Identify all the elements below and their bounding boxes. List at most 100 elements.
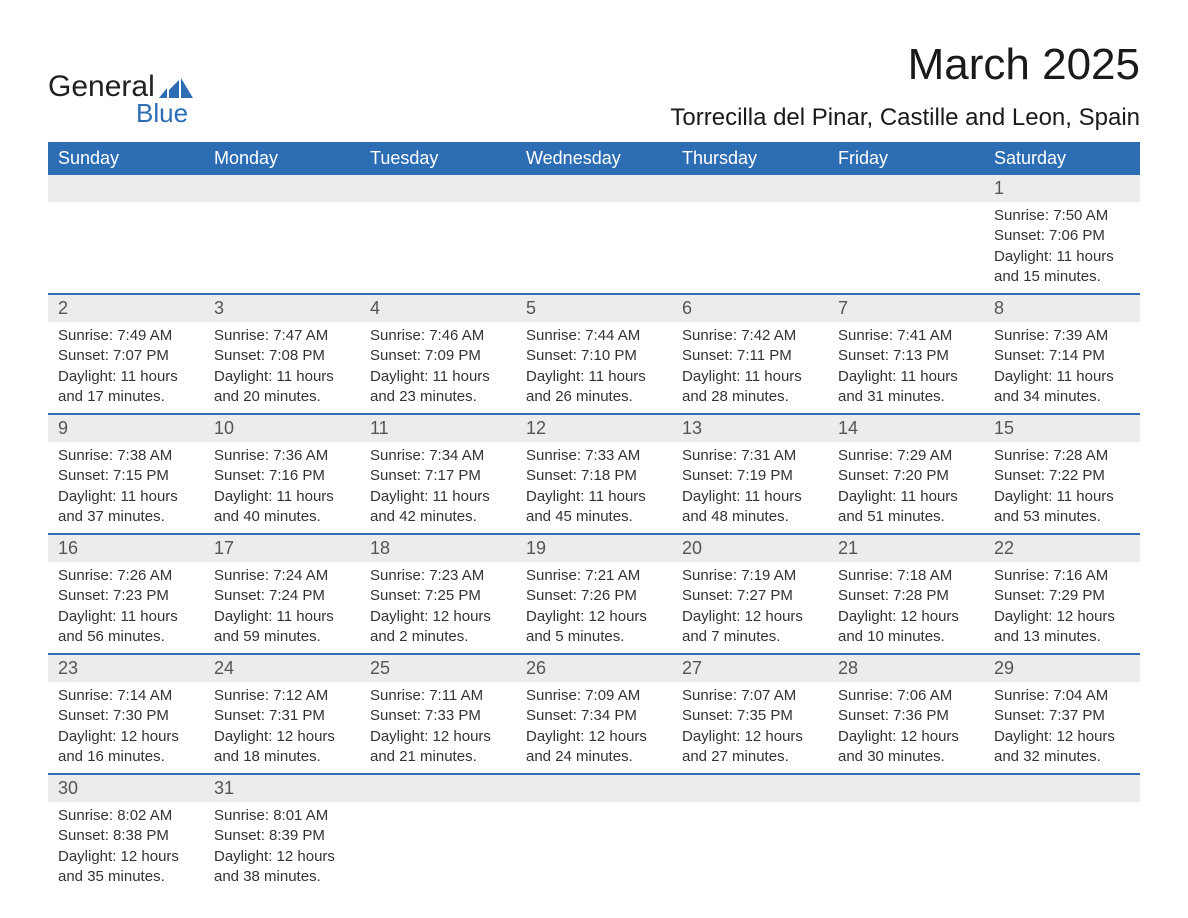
- logo: General Blue: [48, 40, 193, 129]
- sunset-line: Sunset: 7:23 PM: [58, 586, 194, 606]
- day-detail-cell: Sunrise: 7:41 AMSunset: 7:13 PMDaylight:…: [828, 322, 984, 414]
- daylight-line: Daylight: 11 hours and 51 minutes.: [838, 487, 974, 528]
- day-detail-cell: [828, 802, 984, 893]
- sunset-line: Sunset: 7:11 PM: [682, 346, 818, 366]
- daylight-line: Daylight: 12 hours and 30 minutes.: [838, 727, 974, 768]
- day-detail-row: Sunrise: 8:02 AMSunset: 8:38 PMDaylight:…: [48, 802, 1140, 893]
- day-number-row: 2345678: [48, 294, 1140, 322]
- day-number-cell: [672, 774, 828, 802]
- day-detail-cell: Sunrise: 7:04 AMSunset: 7:37 PMDaylight:…: [984, 682, 1140, 774]
- day-number-cell: [204, 175, 360, 202]
- sunrise-line: Sunrise: 7:33 AM: [526, 446, 662, 466]
- day-detail-cell: Sunrise: 7:06 AMSunset: 7:36 PMDaylight:…: [828, 682, 984, 774]
- day-number-cell: [516, 774, 672, 802]
- day-number-cell: [672, 175, 828, 202]
- sunrise-line: Sunrise: 7:09 AM: [526, 686, 662, 706]
- sunrise-line: Sunrise: 7:14 AM: [58, 686, 194, 706]
- sunset-line: Sunset: 7:06 PM: [994, 226, 1130, 246]
- sunrise-line: Sunrise: 7:31 AM: [682, 446, 818, 466]
- weekday-header: Sunday: [48, 142, 204, 175]
- sunset-line: Sunset: 7:22 PM: [994, 466, 1130, 486]
- day-number-cell: 21: [828, 534, 984, 562]
- daylight-line: Daylight: 11 hours and 15 minutes.: [994, 247, 1130, 288]
- daylight-line: Daylight: 11 hours and 17 minutes.: [58, 367, 194, 408]
- header: General Blue March 2025 Torrecilla del P…: [48, 40, 1140, 132]
- day-number-cell: 31: [204, 774, 360, 802]
- day-number-cell: 27: [672, 654, 828, 682]
- day-detail-cell: [672, 202, 828, 294]
- day-number-row: 16171819202122: [48, 534, 1140, 562]
- weekday-header-row: Sunday Monday Tuesday Wednesday Thursday…: [48, 142, 1140, 175]
- day-number-cell: 14: [828, 414, 984, 442]
- day-number-cell: 3: [204, 294, 360, 322]
- sunset-line: Sunset: 7:27 PM: [682, 586, 818, 606]
- day-number-cell: 9: [48, 414, 204, 442]
- day-detail-cell: Sunrise: 7:11 AMSunset: 7:33 PMDaylight:…: [360, 682, 516, 774]
- daylight-line: Daylight: 12 hours and 32 minutes.: [994, 727, 1130, 768]
- day-detail-cell: Sunrise: 7:09 AMSunset: 7:34 PMDaylight:…: [516, 682, 672, 774]
- page-title: March 2025: [670, 40, 1140, 90]
- day-number-cell: 18: [360, 534, 516, 562]
- sunset-line: Sunset: 7:13 PM: [838, 346, 974, 366]
- day-detail-cell: Sunrise: 7:44 AMSunset: 7:10 PMDaylight:…: [516, 322, 672, 414]
- day-detail-cell: Sunrise: 7:07 AMSunset: 7:35 PMDaylight:…: [672, 682, 828, 774]
- day-detail-cell: Sunrise: 7:47 AMSunset: 7:08 PMDaylight:…: [204, 322, 360, 414]
- day-number-row: 1: [48, 175, 1140, 202]
- day-number-cell: 20: [672, 534, 828, 562]
- day-detail-cell: [48, 202, 204, 294]
- day-detail-cell: Sunrise: 7:12 AMSunset: 7:31 PMDaylight:…: [204, 682, 360, 774]
- daylight-line: Daylight: 12 hours and 24 minutes.: [526, 727, 662, 768]
- logo-text-blue: Blue: [136, 98, 188, 129]
- sunset-line: Sunset: 7:09 PM: [370, 346, 506, 366]
- daylight-line: Daylight: 12 hours and 5 minutes.: [526, 607, 662, 648]
- day-number-cell: [828, 774, 984, 802]
- daylight-line: Daylight: 11 hours and 56 minutes.: [58, 607, 194, 648]
- day-number-cell: [984, 774, 1140, 802]
- daylight-line: Daylight: 12 hours and 27 minutes.: [682, 727, 818, 768]
- daylight-line: Daylight: 11 hours and 23 minutes.: [370, 367, 506, 408]
- sunset-line: Sunset: 7:37 PM: [994, 706, 1130, 726]
- day-detail-cell: [516, 202, 672, 294]
- sunrise-line: Sunrise: 7:19 AM: [682, 566, 818, 586]
- daylight-line: Daylight: 11 hours and 26 minutes.: [526, 367, 662, 408]
- day-detail-cell: Sunrise: 7:42 AMSunset: 7:11 PMDaylight:…: [672, 322, 828, 414]
- day-number-cell: 10: [204, 414, 360, 442]
- day-number-cell: 4: [360, 294, 516, 322]
- weekday-header: Friday: [828, 142, 984, 175]
- daylight-line: Daylight: 11 hours and 48 minutes.: [682, 487, 818, 528]
- sunrise-line: Sunrise: 7:24 AM: [214, 566, 350, 586]
- day-detail-cell: Sunrise: 7:23 AMSunset: 7:25 PMDaylight:…: [360, 562, 516, 654]
- day-detail-cell: [360, 202, 516, 294]
- sunset-line: Sunset: 8:38 PM: [58, 826, 194, 846]
- sunset-line: Sunset: 7:36 PM: [838, 706, 974, 726]
- day-detail-cell: Sunrise: 7:34 AMSunset: 7:17 PMDaylight:…: [360, 442, 516, 534]
- daylight-line: Daylight: 11 hours and 37 minutes.: [58, 487, 194, 528]
- day-number-cell: 23: [48, 654, 204, 682]
- day-detail-cell: Sunrise: 7:33 AMSunset: 7:18 PMDaylight:…: [516, 442, 672, 534]
- calendar-table: Sunday Monday Tuesday Wednesday Thursday…: [48, 142, 1140, 893]
- weekday-header: Tuesday: [360, 142, 516, 175]
- day-number-cell: 24: [204, 654, 360, 682]
- sunrise-line: Sunrise: 7:47 AM: [214, 326, 350, 346]
- daylight-line: Daylight: 11 hours and 53 minutes.: [994, 487, 1130, 528]
- sunset-line: Sunset: 7:18 PM: [526, 466, 662, 486]
- sunrise-line: Sunrise: 7:21 AM: [526, 566, 662, 586]
- sunset-line: Sunset: 7:29 PM: [994, 586, 1130, 606]
- day-detail-cell: Sunrise: 7:49 AMSunset: 7:07 PMDaylight:…: [48, 322, 204, 414]
- day-detail-cell: Sunrise: 7:18 AMSunset: 7:28 PMDaylight:…: [828, 562, 984, 654]
- daylight-line: Daylight: 11 hours and 40 minutes.: [214, 487, 350, 528]
- day-number-cell: 30: [48, 774, 204, 802]
- sunrise-line: Sunrise: 7:49 AM: [58, 326, 194, 346]
- day-number-cell: 25: [360, 654, 516, 682]
- sunset-line: Sunset: 7:08 PM: [214, 346, 350, 366]
- day-detail-cell: Sunrise: 7:14 AMSunset: 7:30 PMDaylight:…: [48, 682, 204, 774]
- sunset-line: Sunset: 7:20 PM: [838, 466, 974, 486]
- title-block: March 2025 Torrecilla del Pinar, Castill…: [670, 40, 1140, 132]
- day-detail-cell: Sunrise: 7:46 AMSunset: 7:09 PMDaylight:…: [360, 322, 516, 414]
- daylight-line: Daylight: 12 hours and 16 minutes.: [58, 727, 194, 768]
- daylight-line: Daylight: 11 hours and 34 minutes.: [994, 367, 1130, 408]
- day-number-cell: 13: [672, 414, 828, 442]
- daylight-line: Daylight: 11 hours and 42 minutes.: [370, 487, 506, 528]
- sunrise-line: Sunrise: 7:50 AM: [994, 206, 1130, 226]
- sunset-line: Sunset: 7:31 PM: [214, 706, 350, 726]
